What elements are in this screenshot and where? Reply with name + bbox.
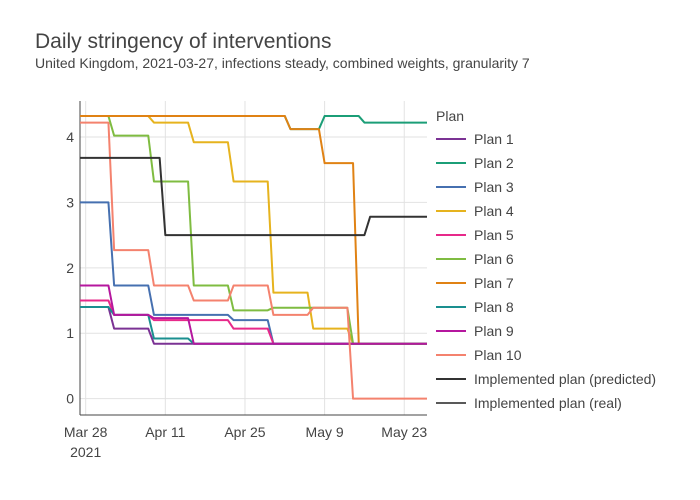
legend-item[interactable]: Plan 7	[436, 271, 656, 295]
legend-item[interactable]: Plan 1	[436, 127, 656, 151]
legend-swatch	[436, 330, 466, 332]
x-tick-sublabel: 2021	[70, 444, 101, 460]
legend-swatch	[436, 186, 466, 188]
y-tick-label: 1	[66, 325, 74, 341]
legend-swatch	[436, 234, 466, 236]
legend-label: Plan 7	[474, 275, 514, 291]
legend-item[interactable]: Plan 6	[436, 247, 656, 271]
legend-label: Plan 2	[474, 155, 514, 171]
legend-label: Plan 9	[474, 323, 514, 339]
series-line-4	[80, 115, 427, 345]
legend-label: Plan 6	[474, 251, 514, 267]
series-line-3	[80, 201, 427, 345]
legend-label: Plan 1	[474, 131, 514, 147]
legend-swatch	[436, 378, 466, 380]
legend-swatch	[436, 138, 466, 140]
series-line-5	[80, 299, 427, 345]
legend-swatch	[436, 402, 466, 404]
legend-item[interactable]: Plan 3	[436, 175, 656, 199]
y-tick-label: 3	[66, 194, 74, 210]
legend-swatch	[436, 162, 466, 164]
series-line-1	[80, 306, 427, 345]
legend-item[interactable]: Plan 8	[436, 295, 656, 319]
legend-label: Plan 10	[474, 347, 522, 363]
y-tick-label: 2	[66, 260, 74, 276]
legend-title: Plan	[436, 108, 465, 124]
x-tick-label: Apr 11	[145, 424, 185, 440]
chart-title: Daily stringency of interventions	[35, 30, 332, 53]
legend-label: Plan 4	[474, 203, 514, 219]
legend-label: Implemented plan (real)	[474, 395, 622, 411]
series-line-6	[80, 115, 427, 345]
legend-item[interactable]: Plan 5	[436, 223, 656, 247]
legend-label: Plan 5	[474, 227, 514, 243]
chart-legend: Plan Plan 1 Plan 2 Plan 3 Plan 4 Plan 5 Plan …	[436, 106, 656, 415]
y-tick-label: 0	[66, 391, 74, 407]
x-tick-label: May 23	[381, 424, 427, 440]
series-line-9	[80, 284, 427, 345]
legend-item[interactable]: Plan 2	[436, 151, 656, 175]
legend-item[interactable]: Implemented plan (predicted)	[436, 367, 656, 391]
series-line-8	[80, 306, 427, 345]
x-tick-label: Apr 25	[224, 424, 265, 440]
legend-item[interactable]: Plan 10	[436, 343, 656, 367]
y-tick-label: 4	[66, 129, 74, 145]
legend-label: Implemented plan (predicted)	[474, 371, 657, 387]
legend-swatch	[436, 210, 466, 212]
legend-swatch	[436, 258, 466, 260]
legend-item[interactable]: Plan 4	[436, 199, 656, 223]
chart-subtitle: United Kingdom, 2021-03-27, infections s…	[35, 55, 530, 71]
legend-label: Plan 8	[474, 299, 514, 315]
series-line-2	[80, 115, 427, 131]
x-tick-label: Mar 28	[64, 424, 108, 440]
series-line-11	[80, 156, 427, 237]
legend-item[interactable]: Plan 9	[436, 319, 656, 343]
legend-item[interactable]: Implemented plan (real)	[436, 391, 656, 415]
series-line-10	[80, 121, 427, 400]
series-line-7	[80, 115, 427, 345]
x-tick-label: May 9	[306, 424, 344, 440]
legend-swatch	[436, 354, 466, 356]
legend-swatch	[436, 282, 466, 284]
legend-label: Plan 3	[474, 179, 514, 195]
legend-swatch	[436, 306, 466, 308]
